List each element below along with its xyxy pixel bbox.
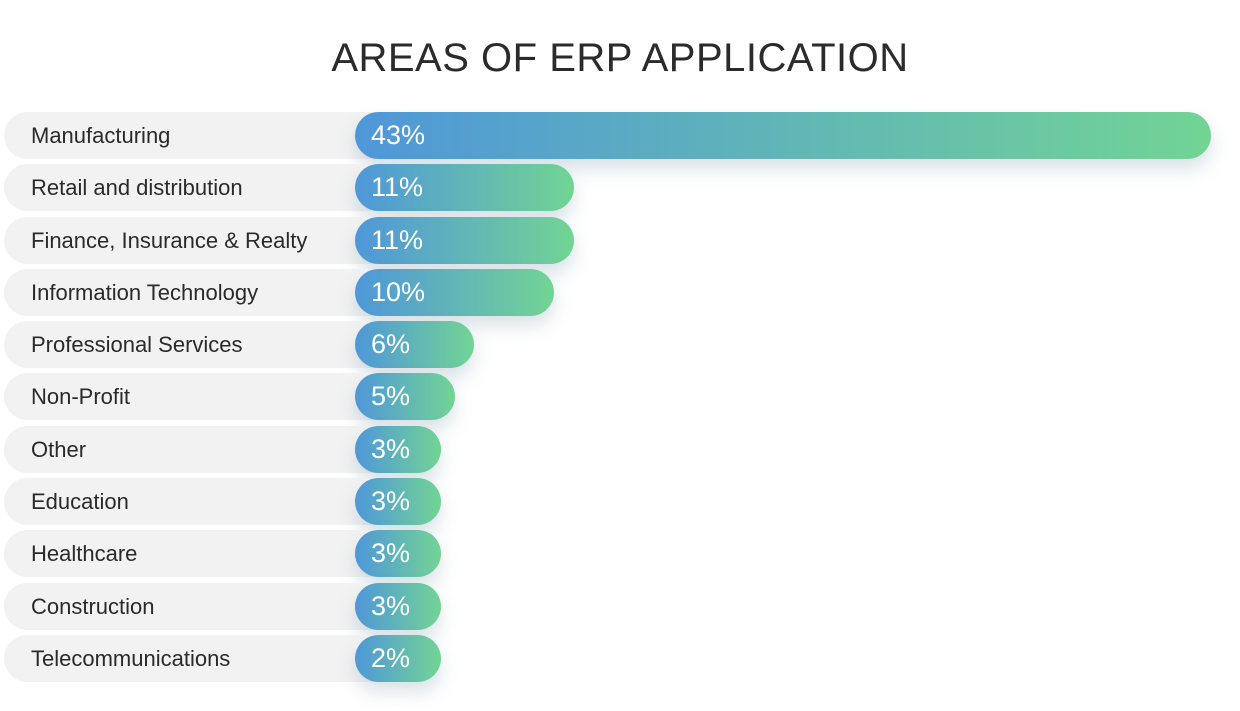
bar-value-label: 10%	[371, 276, 426, 307]
category-label: Information Technology	[31, 279, 259, 305]
bar-value-label: 3%	[371, 590, 411, 621]
category-label: Construction	[31, 593, 155, 619]
category-label: Retail and distribution	[31, 175, 243, 201]
bar-value-label: 3%	[371, 433, 411, 464]
category-label-pill: Professional Services	[4, 321, 424, 369]
bar: 6%	[355, 321, 475, 369]
category-label-pill: Other	[4, 425, 424, 473]
bar: 3%	[355, 425, 441, 473]
chart-title: AREAS OF ERP APPLICATION	[331, 36, 909, 80]
category-label-pill: Construction	[4, 582, 424, 630]
chart-row: Other 3%	[0, 425, 1240, 473]
bar: 43%	[355, 112, 1211, 159]
chart-row: Information Technology 10%	[0, 268, 1240, 316]
category-label-pill: Manufacturing	[4, 112, 424, 159]
category-label: Healthcare	[31, 541, 138, 567]
category-label-pill: Non-Profit	[4, 373, 424, 421]
bar: 3%	[355, 582, 441, 630]
bar: 11%	[355, 164, 574, 212]
chart-row: Construction 3%	[0, 582, 1240, 630]
chart-row: Manufacturing 43%	[0, 112, 1240, 159]
bar: 2%	[355, 634, 441, 682]
bar-value-label: 6%	[371, 329, 411, 360]
category-label-pill: Information Technology	[4, 268, 424, 316]
bar: 11%	[355, 216, 574, 264]
bar-value-label: 43%	[371, 120, 426, 150]
bar-value-label: 11%	[371, 224, 424, 255]
category-label: Non-Profit	[31, 384, 131, 410]
category-label-pill: Retail and distribution	[4, 164, 424, 212]
category-label: Finance, Insurance & Realty	[31, 227, 308, 253]
category-label: Telecommunications	[31, 645, 231, 671]
category-label-pill: Education	[4, 478, 424, 526]
bar-value-label: 2%	[371, 642, 411, 673]
chart-row: Telecommunications 2%	[0, 634, 1240, 682]
bar-value-label: 5%	[371, 381, 411, 412]
bar: 3%	[355, 478, 441, 526]
chart-row: Professional Services 6%	[0, 321, 1240, 369]
chart-row: Retail and distribution 11%	[0, 164, 1240, 212]
category-label-pill: Healthcare	[4, 530, 424, 578]
category-label: Manufacturing	[31, 123, 171, 148]
bar: 5%	[355, 373, 455, 421]
bar-value-label: 3%	[371, 486, 411, 517]
chart-row: Non-Profit 5%	[0, 373, 1240, 421]
bar-chart: Manufacturing 43% Retail and distribution 1…	[0, 112, 1240, 687]
bar: 10%	[355, 268, 555, 316]
category-label-pill: Finance, Insurance & Realty	[4, 216, 424, 264]
category-label: Education	[31, 489, 129, 515]
category-label: Other	[31, 436, 87, 462]
chart-row: Education 3%	[0, 478, 1240, 526]
category-label-pill: Telecommunications	[4, 634, 424, 682]
chart-row: Healthcare 3%	[0, 530, 1240, 578]
bar-value-label: 3%	[371, 538, 411, 569]
bar: 3%	[355, 530, 441, 578]
category-label: Professional Services	[31, 332, 243, 358]
chart-row: Finance, Insurance & Realty 11%	[0, 216, 1240, 264]
bar-value-label: 11%	[371, 172, 424, 203]
